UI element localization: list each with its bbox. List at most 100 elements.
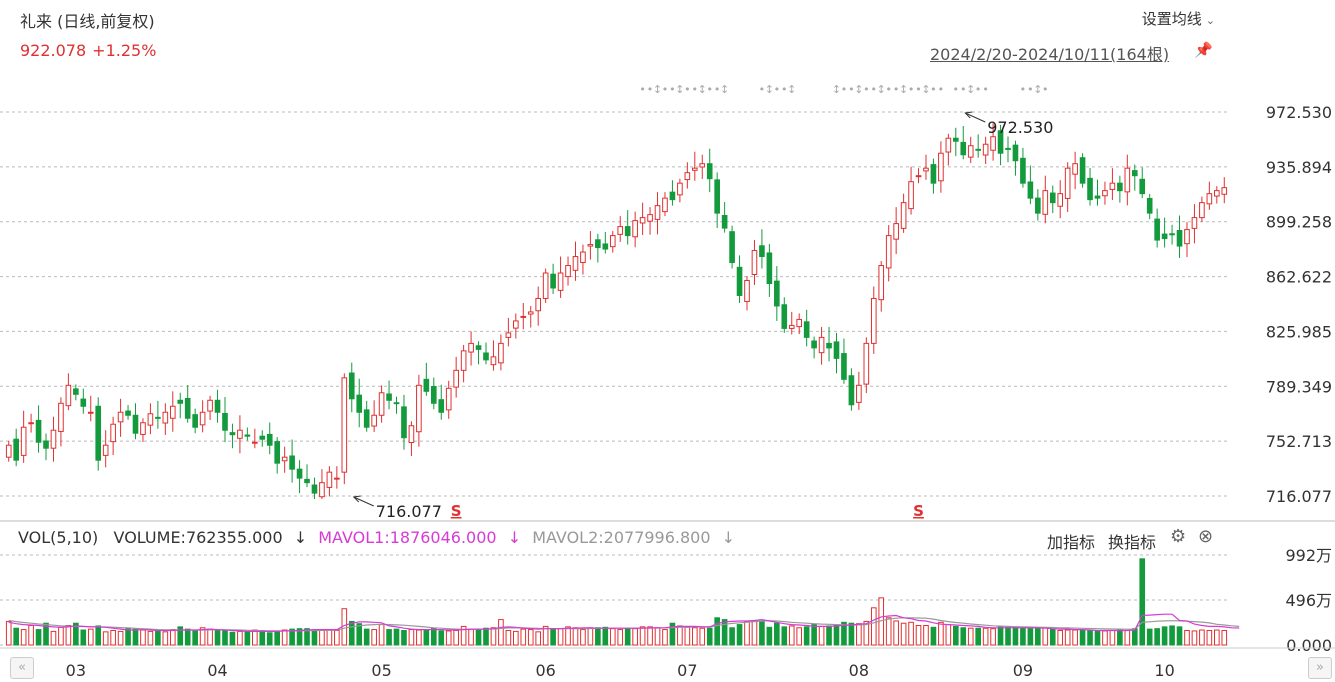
- volume-value: VOLUME:762355.000: [113, 528, 283, 547]
- candle-up: [654, 205, 661, 220]
- volume-bar-down: [192, 629, 198, 646]
- candle-up: [1109, 182, 1116, 190]
- news-dot: •: [915, 83, 922, 96]
- news-dot: •: [706, 83, 713, 96]
- candle-down: [550, 273, 556, 289]
- volume-bar-down: [997, 626, 1004, 646]
- candle-down: [348, 372, 355, 400]
- annotations: 972.530 716.077: [352, 111, 1053, 521]
- scroll-right-button[interactable]: »: [1308, 657, 1332, 679]
- candle-up: [796, 318, 803, 328]
- news-dot: •: [863, 83, 870, 96]
- volume-bar-down: [602, 626, 609, 646]
- price-tick-label: 972.530: [1266, 103, 1332, 122]
- add-indicator-button[interactable]: 加指标: [1047, 533, 1096, 552]
- candle-up: [334, 477, 340, 480]
- volume-bar-down: [43, 622, 49, 646]
- volume-bar-up: [915, 624, 922, 646]
- candle-up: [378, 392, 385, 416]
- volume-bar-down: [1154, 628, 1160, 646]
- news-dot: •: [953, 83, 960, 96]
- volume-bar-down: [706, 627, 713, 646]
- volume-bar-down: [826, 625, 832, 646]
- event-marker[interactable]: S: [913, 502, 924, 520]
- news-dot: ↕: [921, 83, 930, 96]
- annotation-pointer: [965, 112, 986, 123]
- month-tick-label: 08: [849, 661, 869, 680]
- candle-down: [430, 386, 437, 404]
- candle-up: [460, 350, 467, 371]
- switch-indicator-button[interactable]: 换指标: [1108, 533, 1157, 552]
- candle-down: [80, 398, 87, 407]
- candle-down: [401, 406, 407, 439]
- volume-bar-up: [654, 627, 661, 646]
- volume-bar-up: [990, 628, 996, 646]
- volume-bar-down: [960, 627, 967, 646]
- news-dot: •: [662, 83, 669, 96]
- price-axis: 972.530 935.894 899.258 862.622 825.985 789.3…: [1266, 103, 1332, 506]
- volume-bar-up: [796, 627, 803, 646]
- candle-up: [341, 377, 348, 473]
- news-dot: •: [982, 83, 989, 96]
- volume-axis: 992万 496万 0.000: [1285, 546, 1332, 655]
- volume-bar-up: [647, 626, 653, 646]
- volume-bar-up: [856, 623, 862, 646]
- volume-tick-label: 496万: [1285, 591, 1332, 610]
- annotation-arrowhead: [964, 111, 973, 119]
- volume-bar-up: [893, 620, 899, 646]
- event-marker[interactable]: S: [451, 502, 462, 520]
- volume-bar-up: [908, 621, 914, 646]
- chart-title: 礼来 (日线,前复权): [20, 12, 155, 31]
- volume-bar-up: [513, 630, 519, 646]
- candle-down: [729, 231, 735, 264]
- volume-bar-down: [229, 631, 236, 646]
- candle-down: [975, 148, 981, 151]
- volume-bar-up: [199, 627, 206, 646]
- candle-down: [1117, 182, 1123, 192]
- news-dot: •: [1042, 83, 1049, 96]
- candle-up: [647, 214, 653, 222]
- news-dot: •: [781, 83, 788, 96]
- volume-bar-up: [498, 619, 504, 646]
- news-dot: •: [759, 83, 766, 96]
- candle-up: [744, 279, 750, 302]
- set-ma-button[interactable]: 设置均线 ⌄: [1142, 8, 1215, 29]
- volume-bar-up: [378, 624, 385, 646]
- volume-bar-down: [1176, 626, 1183, 646]
- gear-icon[interactable]: ⚙: [1170, 526, 1187, 547]
- candle-down: [624, 226, 631, 237]
- volume-bar-up: [110, 629, 116, 646]
- volume-bar-up: [677, 625, 683, 646]
- volume-bar-up: [162, 631, 169, 646]
- news-dot: •: [930, 83, 937, 96]
- volume-bar-up: [1221, 629, 1228, 646]
- candle-down: [811, 340, 817, 349]
- date-range-link[interactable]: 2024/2/20-2024/10/11(164根): [930, 45, 1170, 64]
- news-dot: •: [692, 83, 699, 96]
- candle-up: [609, 235, 616, 248]
- volume-bar-down: [184, 628, 191, 646]
- chevron-left-icon: «: [18, 660, 26, 675]
- news-dot: •: [908, 83, 915, 96]
- volume-bar-up: [639, 626, 646, 646]
- candle-up: [967, 145, 974, 158]
- candle-up: [751, 250, 758, 276]
- volume-bar-up: [281, 629, 288, 646]
- month-tick-label: 09: [1013, 661, 1033, 680]
- pin-icon[interactable]: 📌: [1194, 41, 1213, 59]
- candle-down: [393, 402, 400, 405]
- close-icon[interactable]: ⊗: [1198, 526, 1214, 547]
- candle-up: [520, 315, 527, 318]
- news-dot: ↕: [765, 83, 774, 96]
- candle-up: [445, 387, 452, 411]
- candle-up: [5, 444, 12, 458]
- volume-bar-down: [729, 627, 735, 646]
- scroll-left-button[interactable]: «: [10, 657, 34, 679]
- volume-bar-up: [1042, 627, 1049, 646]
- candle-up: [990, 136, 996, 151]
- candle-down: [13, 438, 19, 461]
- volume-bar-up: [371, 629, 377, 646]
- mavol1-value: MAVOL1:1876046.000: [318, 528, 497, 547]
- candle-up: [65, 384, 72, 407]
